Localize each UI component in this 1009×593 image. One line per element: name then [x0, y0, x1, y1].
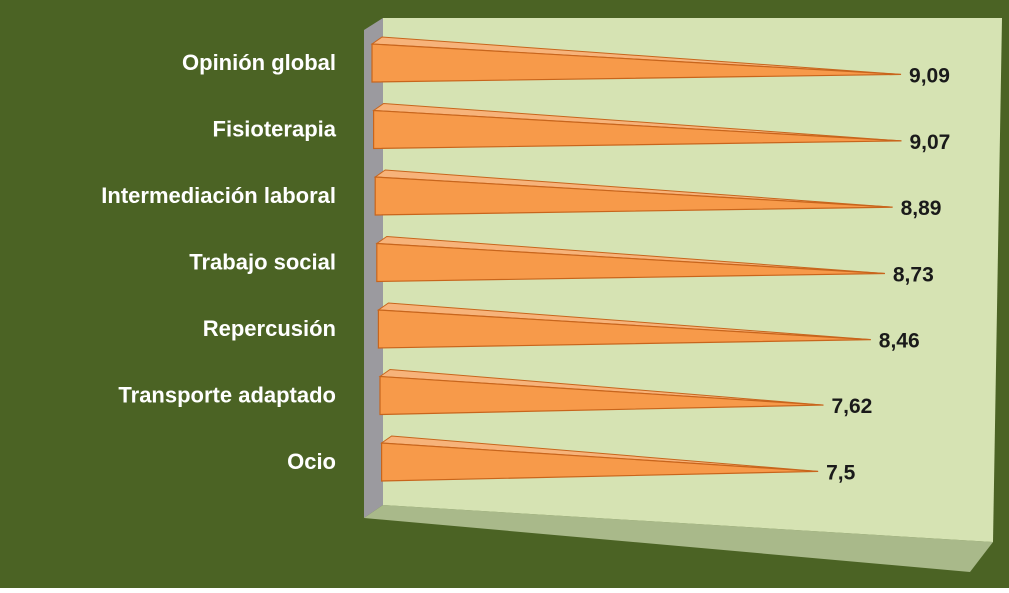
- category-label: Trabajo social: [189, 250, 336, 275]
- bar: [376, 242, 885, 283]
- category-label: Repercusión: [203, 316, 336, 341]
- category-label: Intermediación laboral: [101, 183, 336, 208]
- bar: [381, 442, 819, 482]
- bar: [379, 375, 824, 416]
- category-label: Opinión global: [182, 50, 336, 75]
- data-label: 8,73: [893, 263, 934, 286]
- data-label: 7,62: [831, 395, 872, 418]
- data-label: 8,46: [879, 330, 920, 353]
- data-label: 9,07: [909, 131, 950, 154]
- data-label: 9,09: [909, 64, 950, 87]
- category-label: Fisioterapia: [213, 117, 337, 142]
- category-label: Transporte adaptado: [118, 383, 336, 408]
- data-label: 7,5: [826, 461, 856, 484]
- bar: [377, 309, 871, 349]
- plot-floor: [364, 505, 993, 572]
- bar: [374, 176, 893, 216]
- bar: [373, 109, 902, 150]
- category-label: Ocio: [287, 449, 336, 474]
- data-label: 8,89: [901, 197, 942, 220]
- labels-layer: Opinión global 9,09 Fisioterapia 9,07 Interm…: [101, 50, 950, 484]
- bars-layer: [370, 36, 902, 482]
- bar: [371, 43, 902, 83]
